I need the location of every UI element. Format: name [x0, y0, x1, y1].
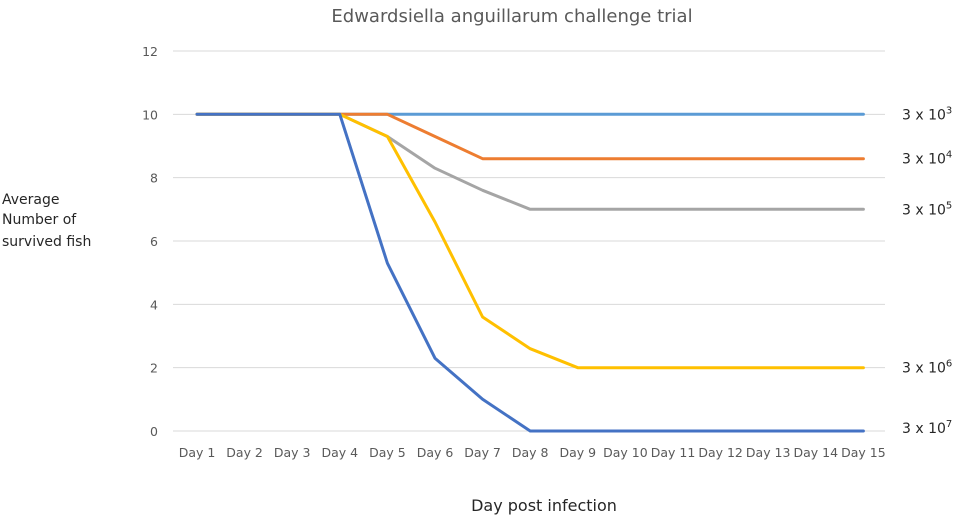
chart-title: Edwardsiella anguillarum challenge trial — [331, 6, 692, 27]
x-tick-label-11: Day 11 — [651, 445, 696, 460]
x-tick-label-5: Day 5 — [369, 445, 406, 460]
x-tick-label-8: Day 8 — [512, 445, 549, 460]
series-label-exponent-3: 5 — [946, 200, 952, 211]
series-label-1: 3 x 103 — [902, 105, 952, 123]
series-line-2 — [195, 112, 865, 161]
series-label-5: 3 x 107 — [902, 419, 952, 437]
x-tick-label-4: Day 4 — [321, 445, 358, 460]
y-axis-label-line-2: Number of — [2, 212, 77, 228]
y-axis-label: Average Number of survived fish — [2, 192, 91, 250]
x-tick-label-3: Day 3 — [274, 445, 311, 460]
y-tick-label-4: 4 — [150, 297, 158, 312]
x-axis-ticks: Day 1 Day 2 Day 3 Day 4 Day 5 Day 6 Day 7 Day 8… — [179, 445, 886, 460]
series-label-exponent-4: 6 — [946, 359, 952, 370]
x-tick-label-1: Day 1 — [179, 445, 216, 460]
x-tick-label-13: Day 13 — [746, 445, 791, 460]
x-axis-label: Day post infection — [471, 496, 617, 515]
x-tick-label-10: Day 10 — [603, 445, 648, 460]
y-axis-label-line-1: Average — [2, 192, 60, 208]
gridlines — [173, 50, 885, 432]
series-label-exponent-1: 3 — [946, 105, 952, 116]
y-tick-label-0: 0 — [150, 424, 158, 439]
series-line-3 — [195, 112, 865, 211]
y-tick-label-2: 2 — [150, 361, 158, 376]
y-axis-label-line-3: survived fish — [2, 234, 91, 250]
x-tick-label-12: Day 12 — [698, 445, 743, 460]
series-line-5 — [195, 112, 865, 433]
x-tick-label-9: Day 9 — [559, 445, 596, 460]
series-label-3: 3 x 105 — [902, 200, 952, 218]
series-label-base-4: 3 x 10 — [902, 361, 946, 377]
series-lines — [195, 112, 865, 433]
series-label-base-2: 3 x 10 — [902, 152, 946, 168]
series-label-exponent-5: 7 — [946, 419, 952, 430]
x-tick-label-7: Day 7 — [464, 445, 501, 460]
x-tick-label-2: Day 2 — [226, 445, 263, 460]
x-tick-label-15: Day 15 — [841, 445, 886, 460]
series-label-base-5: 3 x 10 — [902, 421, 946, 437]
y-tick-label-6: 6 — [150, 234, 158, 249]
y-axis-ticks: 0 2 4 6 8 10 12 — [142, 44, 158, 439]
x-tick-label-6: Day 6 — [417, 445, 454, 460]
y-tick-label-8: 8 — [150, 171, 158, 186]
series-label-2: 3 x 104 — [902, 150, 952, 168]
series-label-base-1: 3 x 10 — [902, 107, 946, 123]
series-label-base-3: 3 x 10 — [902, 202, 946, 218]
series-label-4: 3 x 106 — [902, 359, 952, 377]
y-tick-label-12: 12 — [142, 44, 158, 59]
series-label-exponent-2: 4 — [946, 150, 952, 161]
y-tick-label-10: 10 — [142, 107, 158, 122]
x-tick-label-14: Day 14 — [794, 445, 839, 460]
